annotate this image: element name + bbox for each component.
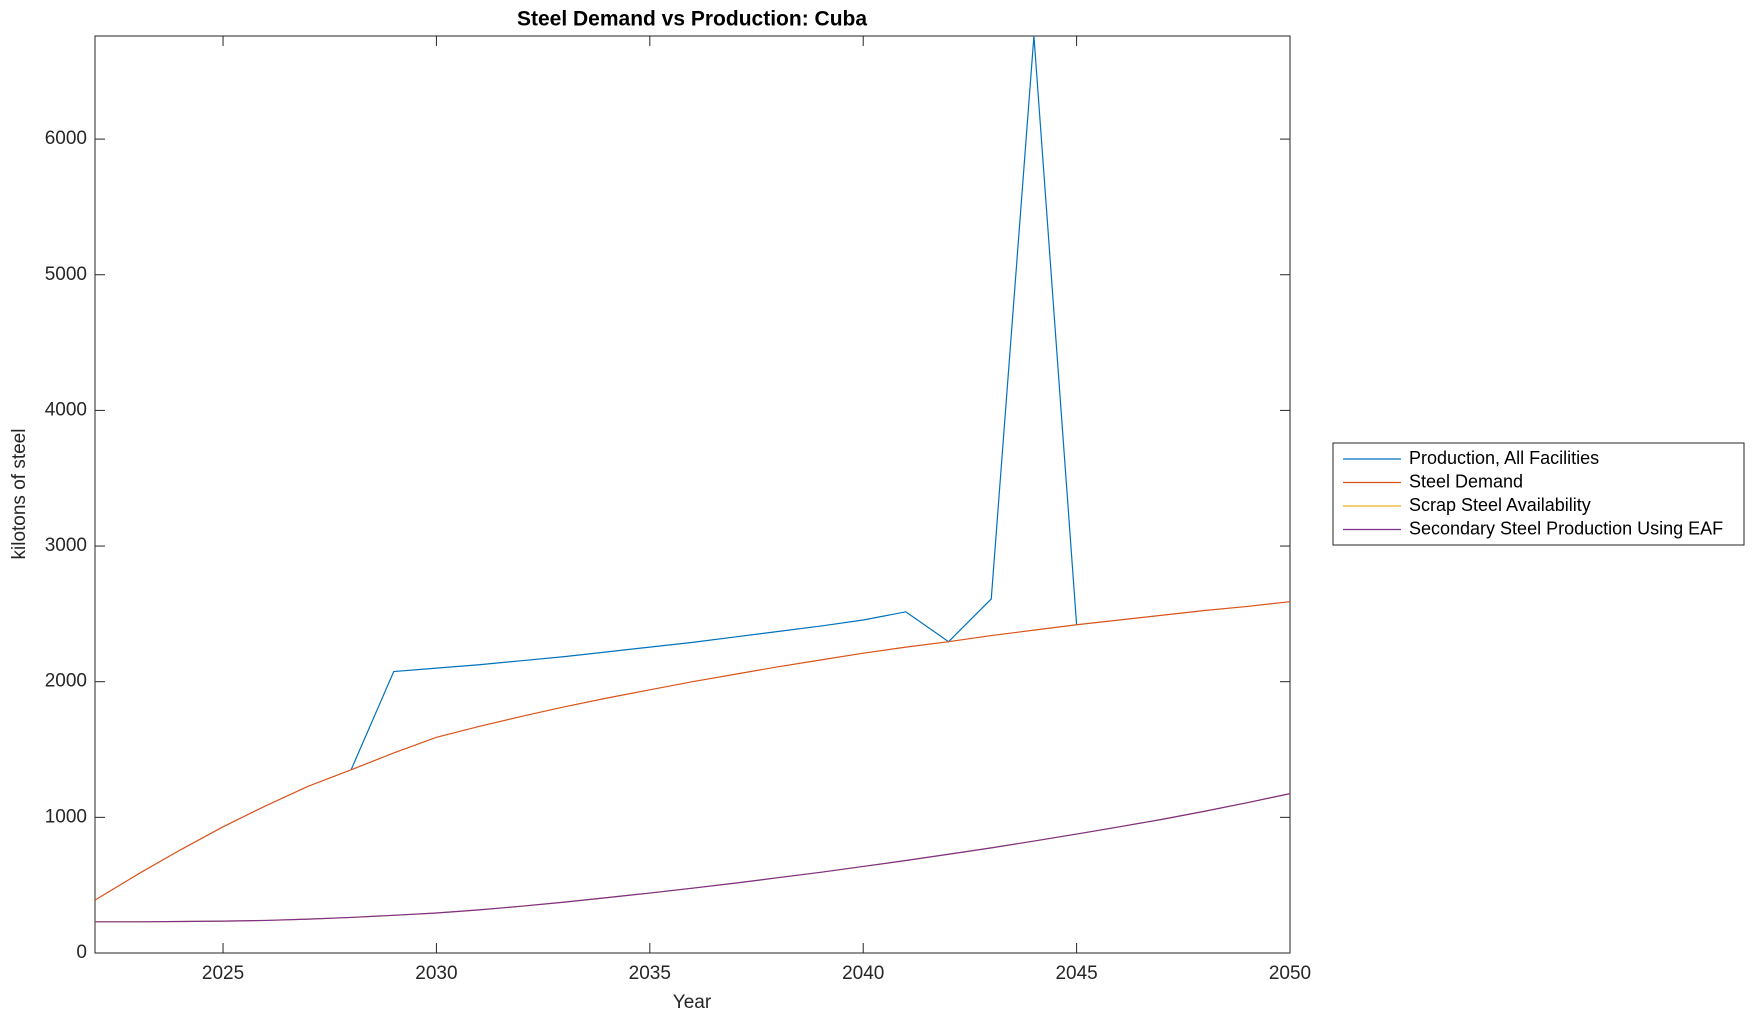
series-line [350, 35, 1078, 771]
y-tick-label: 0 [76, 942, 87, 963]
x-tick-label: 2035 [629, 963, 671, 984]
plot-area [94, 35, 1291, 954]
y-tick-label: 4000 [45, 399, 87, 420]
y-tick-label: 5000 [45, 264, 87, 285]
y-tick-label: 2000 [45, 671, 87, 692]
x-tick-label: 2025 [202, 963, 244, 984]
series-line [94, 601, 1291, 901]
x-tick-label: 2050 [1269, 963, 1311, 984]
legend-label: Steel Demand [1409, 471, 1523, 491]
y-tick-label: 6000 [45, 128, 87, 149]
x-tick-label: 2045 [1055, 963, 1097, 984]
y-tick-label: 1000 [45, 806, 87, 827]
legend-box [1332, 442, 1745, 546]
legend-label: Secondary Steel Production Using EAF [1409, 518, 1723, 538]
legend-label: Scrap Steel Availability [1409, 495, 1591, 515]
x-axis-label: Year [673, 992, 712, 1013]
y-tick-label: 3000 [45, 535, 87, 556]
x-tick-label: 2040 [842, 963, 884, 984]
legend-label: Production, All Facilities [1409, 448, 1599, 468]
y-axis-label: kilotons of steel [9, 429, 30, 560]
chart-title: Steel Demand vs Production: Cuba [517, 8, 867, 31]
x-tick-label: 2030 [415, 963, 457, 984]
series-line [95, 793, 1291, 923]
